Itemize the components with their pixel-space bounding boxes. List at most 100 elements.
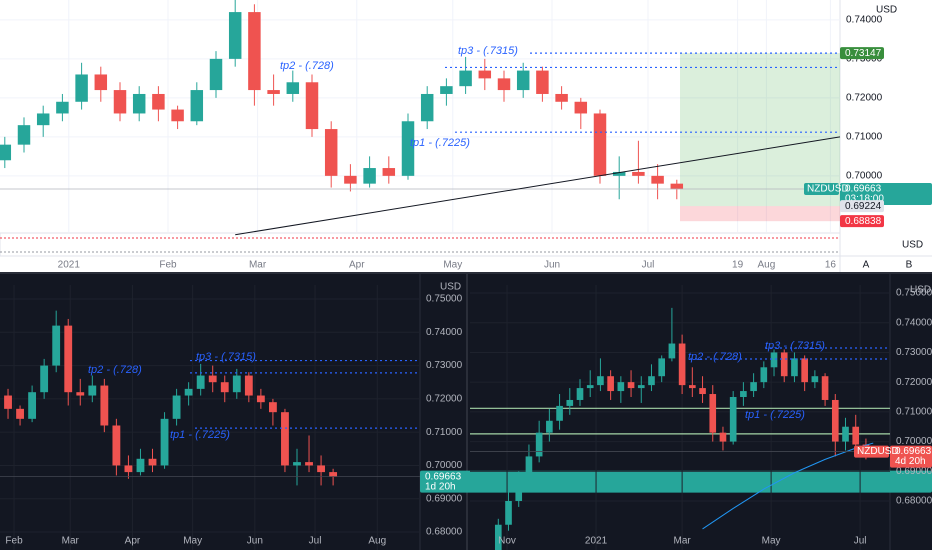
candle-body	[750, 382, 757, 392]
last-price-label: 0.69663	[845, 184, 882, 195]
y-tick-label: 0.69000	[896, 466, 932, 477]
x-tick-label: Mar	[62, 536, 80, 547]
candle-body	[632, 171, 645, 176]
candle-body	[209, 58, 223, 91]
candle-body	[627, 382, 635, 389]
candle-body	[64, 325, 73, 393]
candle-body	[88, 385, 97, 396]
candle-body	[658, 358, 666, 377]
candle-body	[228, 12, 242, 59]
candle-body	[112, 425, 121, 466]
x-tick-label: May	[443, 260, 462, 271]
candle-body	[100, 385, 109, 426]
candle-body	[668, 343, 676, 359]
last-price-label: 0.69663	[895, 446, 932, 457]
candle-body	[607, 376, 614, 392]
candle-body	[28, 392, 37, 419]
countdown-label: 1d 20h	[425, 481, 456, 492]
x-tick-label: 16	[825, 260, 837, 271]
x-tick-label: Aug	[368, 536, 386, 547]
x-tick-label: Aug	[758, 260, 776, 271]
y-tick-label: 0.73000	[426, 360, 463, 371]
symbol-box	[854, 445, 889, 458]
candle-body	[124, 465, 133, 473]
candle-body	[171, 109, 184, 122]
annotation: tp3 - (.7315)	[458, 45, 518, 57]
candle-body	[709, 394, 717, 433]
candle-body	[576, 388, 584, 400]
candle-body	[651, 175, 664, 184]
candle-body	[286, 82, 300, 94]
candle-body	[148, 458, 157, 466]
annotation: tp2 - (.728)	[688, 351, 742, 363]
plot-area	[0, 0, 840, 232]
annotation: tp1 - (.7225)	[170, 429, 230, 441]
candle-body	[566, 399, 574, 406]
candle-body	[811, 376, 819, 383]
annotation: tp2 - (.728)	[88, 364, 142, 376]
candle-body	[0, 144, 12, 161]
candle-body	[401, 121, 415, 176]
candle-body	[801, 358, 808, 383]
candle-body	[852, 426, 860, 445]
candle-body	[113, 90, 127, 114]
y-tick-label: 0.69000	[426, 493, 463, 504]
candle-body	[586, 385, 594, 389]
x-tick-label: Jun	[544, 260, 560, 271]
y-tick-label: 0.72000	[426, 393, 463, 404]
y-tick-label: 0.75000	[896, 288, 932, 299]
y-tick-label: 0.70000	[896, 436, 932, 447]
candle-body	[760, 367, 768, 383]
candle-body	[184, 388, 193, 396]
candle-body	[546, 420, 553, 433]
candle-body	[478, 70, 492, 79]
trendline	[235, 136, 841, 236]
x-tick-label: 2021	[58, 260, 81, 271]
candle-body	[821, 376, 829, 400]
candle-body	[305, 462, 313, 466]
candle-body	[617, 382, 625, 392]
candle-body	[232, 375, 241, 393]
candle-body	[593, 113, 607, 176]
candle-body	[305, 82, 319, 130]
candle-body	[208, 375, 217, 383]
countdown-label: 4d 20h	[895, 456, 926, 467]
position-price-box	[840, 200, 884, 213]
position-loss	[680, 206, 840, 222]
candle-body	[648, 376, 655, 386]
candle-body	[220, 382, 229, 393]
candle-body	[52, 325, 61, 366]
candle-body	[740, 391, 747, 398]
x-tick-label: 19	[732, 260, 744, 271]
scale-button[interactable]: A	[863, 260, 870, 271]
candle-body	[597, 376, 604, 386]
last-price-box	[840, 182, 932, 205]
y-tick-label: 0.68000	[426, 527, 463, 538]
y-tick-label: 0.71000	[896, 406, 932, 417]
candle-body	[719, 432, 727, 442]
candle-body	[36, 113, 50, 126]
candle-body	[136, 458, 145, 473]
x-tick-label: Mar	[673, 536, 691, 547]
y-tick-label: 0.71000	[846, 132, 883, 143]
candle-body	[494, 524, 502, 550]
candle-body	[248, 12, 261, 91]
position-profit	[680, 53, 840, 207]
position-price-label: 0.68838	[845, 216, 882, 227]
candle-body	[382, 168, 396, 176]
candle-body	[574, 101, 588, 114]
candle-body	[344, 175, 357, 184]
y-tick-label: 0.74000	[426, 327, 463, 338]
candle-body	[516, 70, 530, 91]
candle-body	[612, 171, 626, 176]
candle-body	[670, 183, 684, 190]
candle-body	[329, 472, 338, 477]
candle-body	[75, 74, 88, 102]
scale-button[interactable]: B	[906, 260, 913, 271]
y-tick-label: 0.75000	[426, 294, 463, 305]
candle-body	[17, 125, 31, 145]
annotation: tp2 - (.728)	[280, 60, 334, 72]
candle-body	[4, 395, 12, 409]
candle-body	[535, 432, 543, 457]
